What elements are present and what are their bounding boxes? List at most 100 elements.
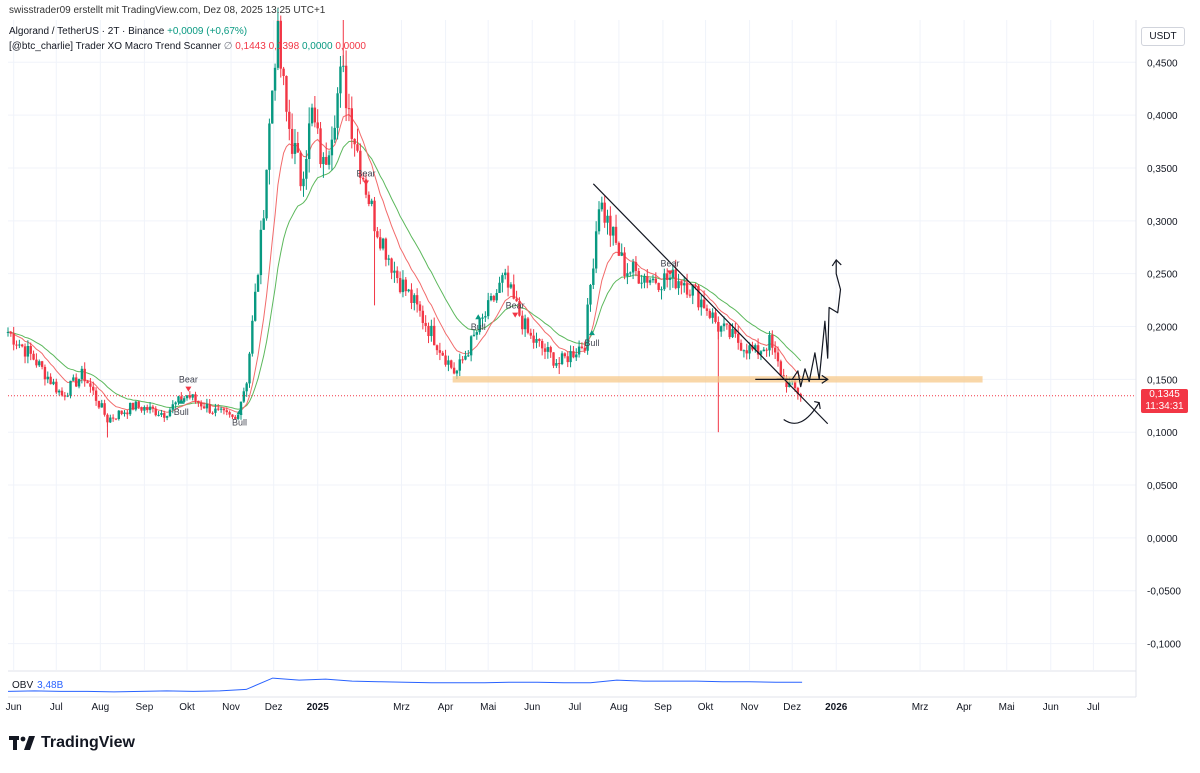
candle-body (563, 353, 567, 357)
candle-body (472, 334, 476, 337)
candle-body (702, 299, 706, 309)
candle-body (52, 381, 55, 385)
candle-body (444, 355, 447, 365)
candle-body (390, 258, 393, 273)
candle-body (137, 401, 140, 408)
candle-body (134, 401, 138, 410)
candle-body (776, 352, 780, 362)
candle-body (236, 414, 240, 419)
bull-signal-label: Bull (232, 417, 247, 427)
candle-body (492, 296, 496, 301)
candle-body (327, 155, 331, 165)
candle-body (92, 386, 95, 391)
x-tick-label: Sep (654, 702, 672, 713)
candle-body (594, 231, 598, 269)
candle-body (307, 123, 311, 159)
candle-body (560, 353, 564, 365)
candle-body (188, 395, 192, 398)
candle-body (609, 215, 612, 236)
candle-body (265, 169, 268, 219)
candle-body (404, 279, 407, 292)
candle-body (60, 390, 64, 396)
candle-body (174, 402, 177, 405)
candle-body (239, 401, 243, 415)
candle-body (111, 417, 115, 419)
candle-body (640, 282, 643, 284)
candle-body (754, 345, 757, 350)
candle-body (549, 347, 552, 353)
currency-selector[interactable]: USDT (1141, 27, 1185, 46)
candle-body (478, 318, 481, 333)
candle-body (748, 345, 751, 354)
candle-body (222, 408, 226, 411)
candle-body (583, 347, 586, 351)
ema-slow-line (7, 140, 802, 410)
y-tick-label: 0,3500 (1147, 164, 1178, 175)
symbol-legend[interactable]: Algorand / TetherUS · 2T · Binance +0,00… (9, 26, 247, 37)
candle-body (12, 333, 15, 345)
x-tick-label: Jul (1087, 702, 1100, 713)
x-tick-label: Apr (438, 702, 454, 713)
candle-body (413, 295, 416, 303)
candle-body (245, 383, 248, 392)
candle-body (339, 66, 342, 94)
candle-body (367, 194, 371, 204)
candle-body (643, 276, 646, 283)
candle-body (185, 395, 189, 399)
bear-signal-marker (667, 270, 674, 276)
obv-legend[interactable]: OBV 3,48B (12, 680, 63, 691)
downtrend-line (592, 183, 829, 425)
bear-signal-marker (512, 312, 519, 318)
candle-body (467, 355, 470, 357)
candle-body (665, 273, 669, 280)
candle-body (302, 178, 305, 187)
y-tick-label: 0,1000 (1147, 428, 1178, 439)
candle-body (469, 336, 473, 356)
candle-body (69, 380, 72, 396)
x-tick-label: Nov (741, 702, 759, 713)
indicator-settings-icon[interactable]: ∅ (223, 41, 233, 52)
candle-body (401, 279, 405, 293)
candle-body (259, 229, 263, 276)
candle-body (779, 361, 783, 376)
candle-body (194, 394, 197, 401)
candle-body (765, 349, 768, 351)
candle-body (148, 406, 152, 411)
obv-value: 3,48B (37, 680, 64, 691)
candle-body (319, 128, 322, 165)
candle-body (296, 143, 300, 153)
candle-body (438, 350, 442, 353)
candle-body (600, 202, 604, 210)
x-tick-label: Mrz (393, 702, 410, 713)
y-tick-label: 0,4500 (1147, 58, 1178, 69)
candle-body (620, 252, 623, 256)
candle-body (509, 284, 513, 288)
last-price: 0,1345 (1149, 389, 1180, 400)
candle-body (128, 402, 132, 415)
candle-body (364, 179, 368, 195)
indicator-legend[interactable]: [@btc_charlie] Trader XO Macro Trend Sca… (9, 41, 366, 52)
candle-body (546, 347, 550, 352)
candle-body (46, 376, 49, 380)
candle-body (86, 381, 89, 384)
candle-body (49, 376, 52, 385)
candle-body (685, 283, 689, 295)
bear-signal-label: Bear (661, 258, 680, 268)
candle-body (325, 156, 328, 165)
candle-body (299, 152, 302, 187)
candle-body (376, 231, 379, 238)
candle-body (680, 281, 683, 286)
indicator-name: [@btc_charlie] Trader XO Macro Trend Sca… (9, 41, 221, 52)
candle-body (529, 332, 533, 336)
bear-signal-marker (363, 180, 370, 186)
candle-body (18, 344, 21, 346)
candle-body (671, 269, 675, 278)
candle-body (646, 276, 649, 283)
candle-body (447, 360, 450, 365)
candle-body (691, 285, 694, 296)
candle-body (313, 107, 317, 123)
candle-body (154, 408, 157, 416)
candle-body (9, 331, 13, 334)
